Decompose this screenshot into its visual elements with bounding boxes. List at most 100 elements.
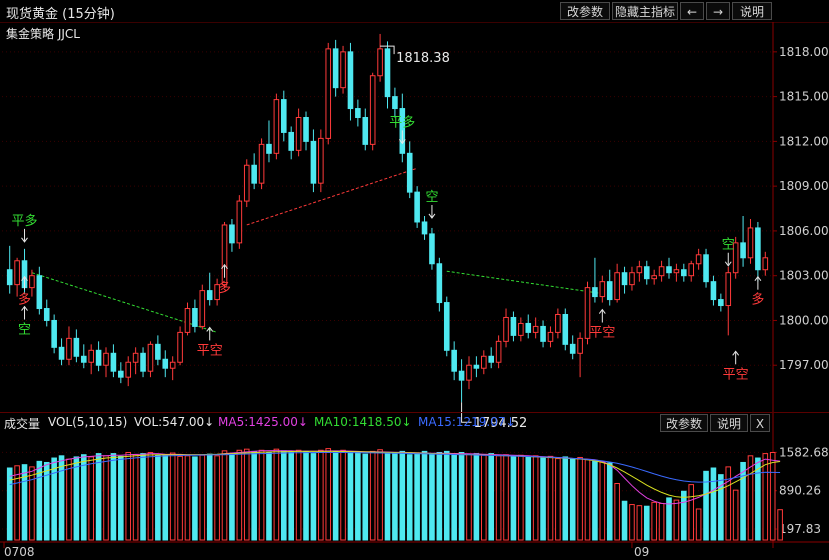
signal-label-5: 平多	[389, 114, 415, 130]
volume-bar	[325, 448, 332, 541]
volume-bar	[88, 456, 94, 541]
volume-bar	[725, 466, 732, 541]
high-price-label: 1818.38	[396, 51, 450, 66]
volume-bar	[355, 451, 361, 541]
candle-body	[621, 272, 628, 286]
candle-body	[695, 254, 702, 265]
price-tick-label-0: 1797.00	[779, 358, 829, 372]
volume-bar	[473, 453, 480, 541]
volume-tick-label-2: 1582.68	[779, 445, 829, 459]
volume-bar	[562, 456, 569, 541]
candle-body	[392, 96, 398, 110]
price-tick-label-7: 1818.00	[779, 45, 829, 59]
volume-bar	[103, 455, 109, 541]
time-label-1: 09	[634, 545, 649, 559]
volume-bar	[377, 449, 383, 541]
candle-body	[606, 281, 613, 301]
low-marker	[461, 402, 472, 423]
candle-body	[458, 370, 465, 381]
volume-bar	[414, 453, 420, 541]
price-tick-label-1: 1800.00	[779, 313, 829, 327]
volume-bar	[458, 451, 465, 541]
candle-body	[673, 269, 680, 274]
candle-body	[51, 319, 57, 348]
volume-bar	[36, 460, 43, 541]
candle-body	[73, 337, 80, 357]
candle-body	[740, 242, 746, 259]
volume-bar	[688, 484, 695, 541]
volume-change-params-button[interactable]: 改参数	[660, 414, 708, 432]
candle-body	[80, 355, 87, 363]
volume-bar	[80, 454, 87, 541]
volume-bar	[762, 453, 769, 541]
volume-bar	[140, 453, 146, 541]
volume-bar	[229, 453, 235, 541]
signal-label-8: 平空	[723, 367, 749, 382]
candle-body	[643, 266, 650, 280]
volume-help-button[interactable]: 说明	[710, 414, 748, 432]
change-params-button[interactable]: 改参数	[560, 2, 610, 20]
candle-body	[547, 331, 554, 342]
signal-label-1: 多	[18, 292, 31, 308]
candle-body	[532, 325, 539, 333]
ma15-value: MA15:1219.07↓	[418, 415, 516, 429]
volume-close-icon[interactable]: X	[750, 414, 770, 432]
candle-body	[347, 51, 354, 110]
signal-label-6: 空	[425, 190, 438, 205]
volume-bar	[110, 453, 117, 541]
candle-body	[614, 272, 620, 301]
signal-arrow-head	[724, 261, 732, 267]
candle-body	[43, 308, 50, 321]
volume-bar	[777, 509, 783, 541]
signal-arrow-head	[754, 275, 762, 281]
help-button[interactable]: 说明	[732, 2, 772, 20]
candle-body	[332, 48, 339, 89]
volume-bar	[303, 450, 309, 541]
price-tick-label-4: 1809.00	[779, 179, 829, 193]
signal-arrow-head	[732, 350, 740, 356]
ma-line-ma10	[9, 450, 781, 498]
volume-bar	[481, 454, 487, 541]
candle-body	[103, 352, 109, 366]
candle-body	[310, 140, 317, 184]
candle-body	[369, 75, 376, 145]
hide-main-indicator-button[interactable]: 隐藏主指标	[612, 2, 678, 20]
volume-bar	[525, 456, 532, 541]
volume-bar	[510, 456, 517, 541]
volume-bar	[451, 453, 457, 541]
volume-bar	[429, 454, 435, 541]
volume-bar	[769, 451, 776, 541]
volume-title: 成交量	[4, 417, 41, 431]
candle-body	[303, 117, 309, 142]
candle-body	[577, 337, 583, 354]
volume-bar	[636, 505, 643, 541]
candle-body	[718, 299, 724, 307]
volume-bar	[495, 455, 502, 541]
candle-body	[355, 108, 361, 119]
candle-body	[703, 254, 709, 283]
volume-bar	[73, 456, 80, 541]
candle-body	[377, 48, 383, 77]
signal-arrow-head	[598, 308, 606, 314]
arrow-right-icon[interactable]: →	[706, 2, 730, 20]
candle-body	[710, 281, 717, 301]
volume-bar	[318, 449, 324, 541]
signal-arrow-head	[21, 237, 28, 243]
volume-bar	[621, 500, 628, 541]
signal-label-7: 平空	[589, 326, 615, 341]
signal-arrow-head	[21, 305, 28, 311]
volume-bar	[184, 455, 191, 541]
candle-body	[184, 308, 191, 333]
volume-tick-label-0: 197.83	[779, 522, 821, 536]
ma10-value: MA10:1418.50↓	[314, 415, 412, 429]
candle-body	[732, 242, 739, 274]
volume-bar	[214, 455, 220, 541]
candle-body	[177, 331, 183, 363]
arrow-left-icon[interactable]: ←	[680, 2, 704, 20]
candle-body	[629, 272, 635, 286]
volume-bar	[251, 450, 257, 541]
price-tick-label-5: 1812.00	[779, 134, 829, 148]
volume-bar	[584, 459, 591, 541]
candle-body	[214, 284, 220, 301]
